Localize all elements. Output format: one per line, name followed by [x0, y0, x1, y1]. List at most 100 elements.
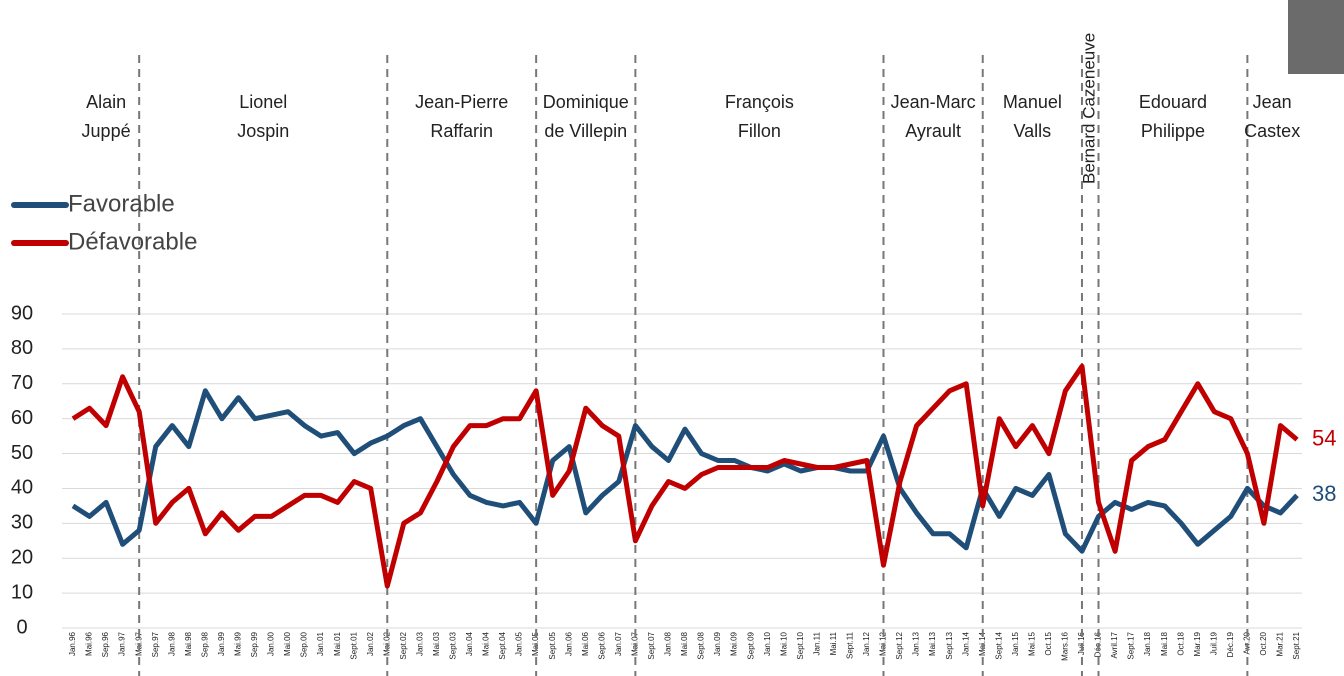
data-line	[71, 388, 1299, 554]
x-tick-label: Sept.02	[399, 631, 408, 659]
x-tick-label: Mai.06	[581, 631, 590, 656]
x-tick-label: Sept.07	[647, 631, 656, 659]
x-tick-label: Oct.20	[1259, 631, 1268, 655]
pm-name: Edouard	[1139, 92, 1207, 112]
x-tick-label: Sept.12	[895, 631, 904, 659]
x-tick-label: Jan.05	[515, 631, 524, 656]
x-tick-label: Sept.05	[548, 631, 557, 659]
x-tick-label: Sep.00	[300, 631, 309, 657]
x-tick-label: Jan.98	[167, 631, 176, 656]
pm-name: Dominique	[543, 92, 629, 112]
end-value-label: 54	[1312, 425, 1336, 450]
y-tick-label: 0	[16, 616, 27, 638]
x-tick-label: Sept.17	[1127, 631, 1136, 659]
x-tick-label: Jan.99	[217, 631, 226, 656]
x-tick-label: Mai.11	[829, 631, 838, 655]
end-value-label: 38	[1312, 481, 1336, 506]
x-tick-label: Sep.96	[101, 631, 110, 657]
x-tick-label: Sept.13	[945, 631, 954, 659]
x-tick-label: Sept.21	[1292, 631, 1301, 659]
x-tick-label: Oct.15	[1044, 631, 1053, 655]
pm-name: Jean-Marc	[891, 92, 976, 112]
pm-name: Alain	[86, 92, 126, 112]
x-tick-label: Jan.09	[713, 631, 722, 656]
x-tick-label: Sept.11	[846, 631, 855, 659]
x-tick-label: Jan.08	[664, 631, 673, 656]
pm-name: Raffarin	[430, 121, 493, 141]
x-tick-label: Sep.99	[250, 631, 259, 657]
y-tick-label: 60	[11, 407, 33, 429]
x-tick-label: Sept.06	[597, 631, 606, 659]
x-tick-label: Mai.99	[234, 631, 243, 656]
x-tick-label: Mai.03	[432, 631, 441, 656]
x-tick-label: Oct.18	[1176, 631, 1185, 655]
x-tick-label: Mai.15	[1027, 631, 1036, 656]
y-tick-label: 20	[11, 547, 33, 569]
x-tick-label: Sept.08	[697, 631, 706, 659]
x-tick-label: Mai.10	[779, 631, 788, 656]
pm-name: Jospin	[237, 121, 289, 141]
y-tick-label: 40	[11, 477, 33, 499]
x-tick-label: Jan.04	[465, 631, 474, 656]
x-tick-label: Sept.03	[449, 631, 458, 659]
pm-name: Fillon	[738, 121, 781, 141]
x-tick-label: Jan.12	[862, 631, 871, 656]
pm-name: Bernard Cazeneuve	[1080, 33, 1099, 184]
legend-label: Défavorable	[68, 228, 197, 255]
x-tick-label: Sept.14	[994, 631, 1003, 659]
pm-name: Ayrault	[905, 121, 961, 141]
x-tick-label: Mar.21	[1276, 631, 1285, 656]
x-tick-label: Mai.01	[333, 631, 342, 656]
y-tick-label: 50	[11, 442, 33, 464]
pm-name: Lionel	[239, 92, 287, 112]
x-tick-label: Jan.14	[961, 631, 970, 656]
x-tick-label: Jan.02	[366, 631, 375, 656]
y-tick-label: 70	[11, 372, 33, 394]
portrait-photo	[1288, 0, 1344, 74]
pm-name: Valls	[1014, 121, 1052, 141]
pm-name: Philippe	[1141, 121, 1205, 141]
x-tick-label: Mai.00	[283, 631, 292, 656]
pm-name: Manuel	[1003, 92, 1062, 112]
y-tick-label: 30	[11, 512, 33, 534]
x-tick-label: Jan.13	[912, 631, 921, 656]
pm-name: Jean-Pierre	[415, 92, 508, 112]
pm-name: de Villepin	[544, 121, 627, 141]
x-tick-label: Sept.04	[498, 631, 507, 659]
x-tick-label: Jan.96	[68, 631, 77, 656]
x-tick-label: Jan.06	[564, 631, 573, 656]
x-tick-label: Jan.01	[316, 631, 325, 656]
pm-name: Castex	[1244, 121, 1300, 141]
y-tick-label: 90	[11, 302, 33, 324]
x-tick-label: Sept.09	[746, 631, 755, 659]
x-tick-label: Mai.98	[184, 631, 193, 656]
legend-label: Favorable	[68, 190, 175, 217]
x-tick-label: Mai.18	[1160, 631, 1169, 656]
x-tick-label: Mai.13	[928, 631, 937, 656]
pm-name: François	[725, 92, 794, 112]
x-tick-label: Sept.10	[796, 631, 805, 659]
x-tick-label: Mai.96	[85, 631, 94, 656]
x-tick-label: Jan.03	[415, 631, 424, 656]
x-tick-label: Sept.01	[349, 631, 358, 659]
x-tick-label: Avril.17	[1110, 631, 1119, 658]
x-tick-label: Mai.04	[482, 631, 491, 656]
y-tick-label: 10	[11, 581, 33, 603]
data-line	[71, 363, 1299, 589]
x-tick-label: Jan.97	[118, 631, 127, 656]
x-tick-label: Jan.10	[763, 631, 772, 656]
x-tick-label: Jan.00	[267, 631, 276, 656]
x-tick-label: Mai.09	[730, 631, 739, 656]
x-tick-label: Jan.18	[1143, 631, 1152, 656]
x-tick-label: Mar.19	[1193, 631, 1202, 656]
x-tick-label: Mars.16	[1061, 631, 1070, 660]
pm-name: Juppé	[82, 121, 131, 141]
x-tick-label: Mai.08	[680, 631, 689, 656]
x-tick-label: Déc.19	[1226, 631, 1235, 657]
pm-name: Jean	[1253, 92, 1292, 112]
x-tick-label: Sep.97	[151, 631, 160, 657]
y-tick-label: 80	[11, 337, 33, 359]
x-tick-label: Jan.15	[1011, 631, 1020, 656]
x-tick-label: Jan.11	[812, 631, 821, 655]
